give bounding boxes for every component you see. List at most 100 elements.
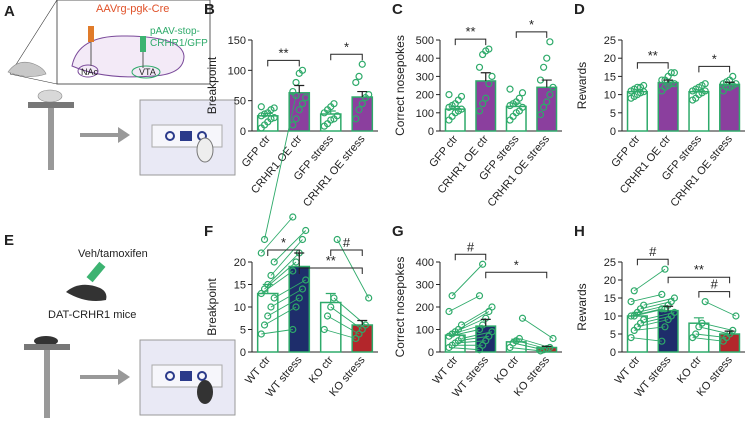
data-point [543,98,551,106]
panel-letter: A [4,3,15,20]
y-axis-label: Rewards [575,283,589,330]
y-tick-label: 15 [604,71,616,83]
significance-label: * [712,51,717,66]
pair-line [455,317,486,333]
x-tick-label: CRHR1 OE stress [301,133,368,209]
data-point [267,271,275,280]
bar [688,322,710,353]
data-point [289,325,297,334]
pair-line [692,337,724,342]
data-point [445,307,453,316]
bar [475,80,497,132]
y-tick-label: 10 [234,302,246,314]
data-point [479,100,487,108]
error-bar [357,319,368,325]
data-point [670,308,679,316]
significance-bracket [298,267,363,274]
y-tick-label: 100 [416,325,434,337]
pair-line [458,335,489,342]
data-point [365,90,373,99]
illustration-a: AAVrg-pgk-Cre pAAV-stop- CRHR1/GFP NAc V… [7,0,236,176]
significance-label: * [281,235,286,250]
label: DAT-CRHR1 mice [48,309,136,321]
data-point [292,78,300,87]
data-point [482,94,490,102]
y-tick-label: 0 [610,126,616,138]
x-tick-label: WT ctr [243,354,273,387]
data-point [289,267,297,275]
data-point [292,115,300,123]
data-point [658,305,666,313]
y-axis-label: Rewards [575,62,589,109]
significance-bracket [330,53,363,61]
panel-letter: H [574,223,585,240]
y-tick-label: 200 [416,302,434,314]
significance-label: * [344,39,349,54]
data-point [488,303,496,311]
data-point [270,294,278,302]
illustration-e: Veh/tamoxifen DAT-CRHR1 mice [24,248,236,418]
data-point [302,276,310,284]
data-point [320,325,328,334]
panel-letter: C [392,1,403,18]
data-point [358,100,366,108]
label: CRHR1/GFP [150,38,208,49]
significance-bracket [267,249,300,256]
y-tick-label: 10 [604,311,616,323]
data-point [457,105,466,113]
data-point [445,90,453,99]
data-point [549,83,557,91]
pair-line [336,239,370,299]
data-point [479,260,487,268]
data-point [640,301,648,309]
bar [351,96,374,132]
data-point [270,114,278,122]
error-bar [450,105,461,110]
data-point [327,303,335,311]
data-point [475,63,484,71]
y-tick-label: 500 [416,35,434,47]
error-bar [294,84,305,93]
panel-letter: B [204,1,215,18]
data-point [295,106,303,114]
label: NAc [81,67,99,77]
data-point [515,334,523,343]
y-tick-label: 10 [604,90,616,102]
error-bar [541,79,552,88]
bar [626,315,648,353]
error-bar [511,102,522,107]
data-point [549,334,557,343]
data-point [292,91,300,100]
panel-letter: D [574,1,585,18]
pair-line [264,95,297,240]
data-point [667,69,675,77]
data-point [260,235,269,244]
data-point [729,72,737,81]
error-bar [541,345,552,348]
data-point [515,94,523,102]
significance-bracket [454,253,487,261]
y-tick-label: 0 [610,347,616,359]
label: Veh/tamoxifen [78,248,148,260]
significance-label: * [529,17,534,32]
pair-line [264,306,297,326]
significance-label: # [343,235,351,250]
data-point [518,103,527,111]
data-point [546,38,554,46]
data-point [298,100,307,108]
pair-line [260,216,294,254]
bar [657,81,679,132]
label: pAAV-stop- [150,26,200,37]
x-tick-label: KO ctr [492,354,521,386]
significance-bracket [330,249,363,256]
y-tick-label: 20 [604,53,616,65]
pair-line [324,329,356,339]
y-tick-label: 400 [416,53,434,65]
error-bar [262,112,273,116]
error-bar [724,330,735,334]
y-tick-label: 15 [604,293,616,305]
data-point [333,112,341,120]
significance-label: ** [278,45,288,60]
data-point [257,103,265,111]
data-point [627,334,635,342]
